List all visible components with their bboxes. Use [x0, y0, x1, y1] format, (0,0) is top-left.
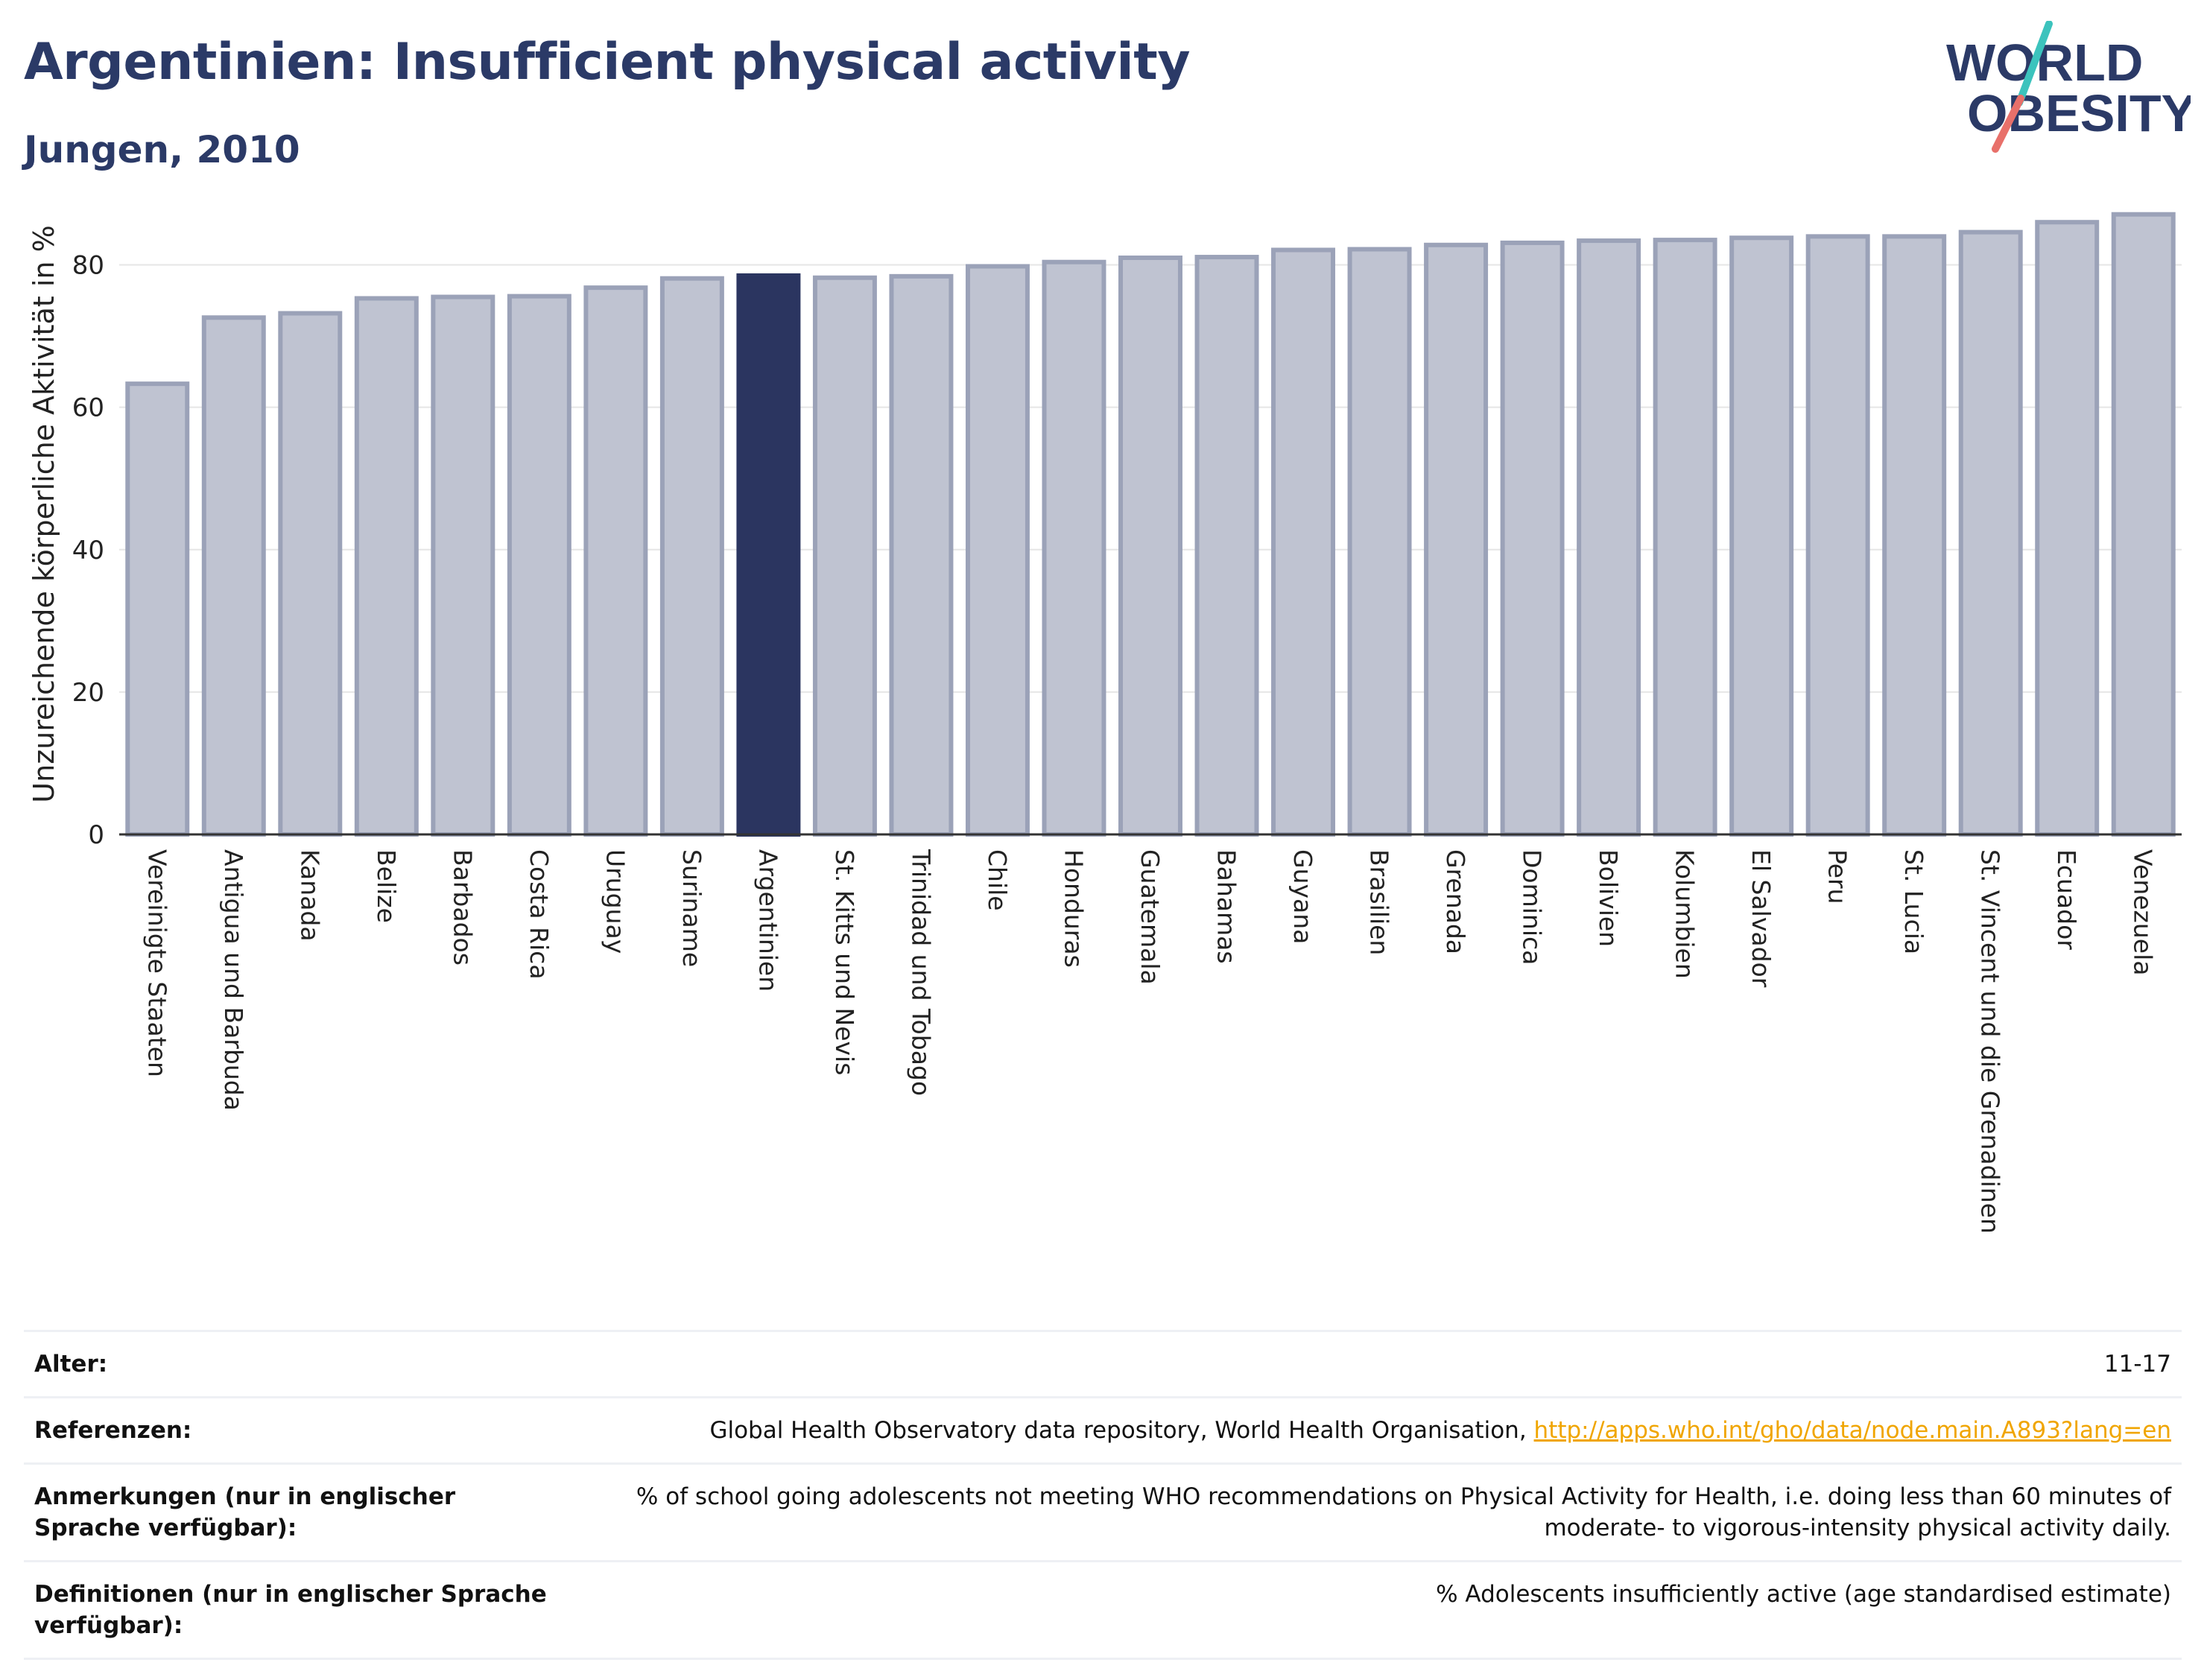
info-key: Referenzen:	[34, 1417, 192, 1444]
bar[interactable]	[1729, 235, 1794, 837]
info-value: % of school going adolescents not meetin…	[636, 1483, 2171, 1541]
bar[interactable]	[659, 276, 724, 837]
x-tick-label: Bahamas	[1212, 849, 1241, 964]
labels: 0 20 40 60 80 Vereinigte Staaten Antigua und B…	[72, 251, 2158, 1234]
bar[interactable]	[2035, 220, 2100, 837]
bar[interactable]	[278, 311, 343, 837]
bars	[125, 212, 2176, 837]
y-tick-label: 20	[72, 678, 104, 708]
reference-link[interactable]: http://apps.who.int/gho/data/node.main.A…	[1533, 1417, 2171, 1444]
x-tick-label: Chile	[983, 849, 1012, 911]
x-tick-label: El Salvador	[1747, 849, 1776, 988]
x-tick-label: Kanada	[295, 849, 324, 942]
info-row-age: Alter: 11-17	[24, 1331, 2182, 1398]
info-value: % Adolescents insufficiently active (age…	[1436, 1581, 2171, 1608]
info-value-references: Global Health Observatory data repositor…	[566, 1398, 2182, 1464]
bar[interactable]	[201, 315, 266, 837]
x-tick-label: Antigua und Barbuda	[219, 849, 248, 1111]
x-tick-label: Vereinigte Staaten	[142, 849, 171, 1077]
info-row-references: Referenzen: Global Health Observatory da…	[24, 1397, 2182, 1464]
bar[interactable]	[1882, 234, 1947, 837]
x-tick-label: Suriname	[677, 849, 706, 967]
info-key: Anmerkungen (nur in englischer Sprache v…	[34, 1483, 456, 1541]
bar-chart: 0 20 40 60 80 Vereinigte Staaten Antigua und B…	[0, 171, 2204, 1334]
y-tick-label: 0	[88, 820, 104, 850]
y-tick-label: 40	[72, 536, 104, 565]
bar[interactable]	[1347, 247, 1412, 837]
x-tick-label: Peru	[1823, 849, 1852, 904]
x-tick-label: Argentinien	[753, 849, 782, 992]
bar[interactable]	[889, 273, 954, 837]
bar[interactable]	[1577, 238, 1641, 837]
bar[interactable]	[1958, 229, 2023, 837]
x-tick-label: Kolumbien	[1671, 849, 1700, 979]
x-tick-label: Brasilien	[1365, 849, 1394, 955]
logo-slash-teal	[2015, 20, 2053, 107]
bar[interactable]	[1653, 238, 1717, 837]
x-tick-label: Bolivien	[1594, 849, 1623, 947]
logo-slash-red	[1992, 95, 2024, 153]
bar[interactable]	[431, 294, 495, 837]
bar[interactable]	[1424, 242, 1489, 837]
y-tick-label: 60	[72, 393, 104, 423]
info-value: 11-17	[2103, 1351, 2171, 1378]
x-tick-label: St. Kitts und Nevis	[830, 849, 859, 1075]
chart-title: Argentinien: Insufficient physical activ…	[24, 33, 1191, 92]
bar[interactable]	[354, 296, 419, 837]
bar[interactable]	[1042, 259, 1106, 837]
y-tick-label: 80	[72, 251, 104, 281]
bar[interactable]	[125, 381, 190, 837]
reference-text: Global Health Observatory data repositor…	[709, 1417, 1527, 1444]
x-tick-label: Dominica	[1518, 849, 1547, 965]
x-tick-label: St. Lucia	[1899, 849, 1928, 954]
bar[interactable]	[965, 264, 1030, 837]
x-tick-label: St. Vincent und die Grenadinen	[1976, 849, 2005, 1234]
bar-highlight[interactable]	[736, 273, 801, 837]
x-tick-label: Venezuela	[2129, 849, 2158, 975]
x-tick-label: Guatemala	[1136, 849, 1165, 985]
x-tick-label: Trinidad und Tobago	[906, 849, 935, 1096]
info-row-definitions: Definitionen (nur in englischer Sprache …	[24, 1561, 2182, 1659]
bar[interactable]	[583, 285, 648, 837]
chart-subtitle: Jungen, 2010	[24, 128, 300, 171]
x-tick-label: Barbados	[448, 849, 477, 966]
bar[interactable]	[507, 294, 571, 837]
bar[interactable]	[2111, 212, 2176, 837]
bar[interactable]	[1805, 234, 1870, 837]
info-row-notes: Anmerkungen (nur in englischer Sprache v…	[24, 1463, 2182, 1562]
bar[interactable]	[812, 275, 877, 837]
x-tick-label: Belize	[372, 849, 401, 923]
x-tick-label: Costa Rica	[525, 849, 554, 980]
y-axis-label: Unzureichende körperliche Aktivität in %	[28, 225, 60, 802]
world-obesity-logo[interactable]: WORLD OBESITY	[1937, 20, 2196, 162]
info-key: Definitionen (nur in englischer Sprache …	[34, 1581, 547, 1639]
bar[interactable]	[1194, 255, 1259, 837]
x-tick-label: Grenada	[1441, 849, 1470, 954]
x-tick-label: Guyana	[1288, 849, 1317, 944]
bar[interactable]	[1271, 247, 1336, 837]
info-key: Alter:	[34, 1351, 108, 1378]
x-tick-label: Ecuador	[2052, 849, 2081, 950]
bar[interactable]	[1118, 256, 1182, 837]
bar[interactable]	[1500, 240, 1565, 837]
x-tick-label: Honduras	[1059, 849, 1088, 968]
x-tick-label: Uruguay	[601, 849, 630, 954]
info-table: Alter: 11-17 Referenzen: Global Health O…	[24, 1330, 2182, 1660]
